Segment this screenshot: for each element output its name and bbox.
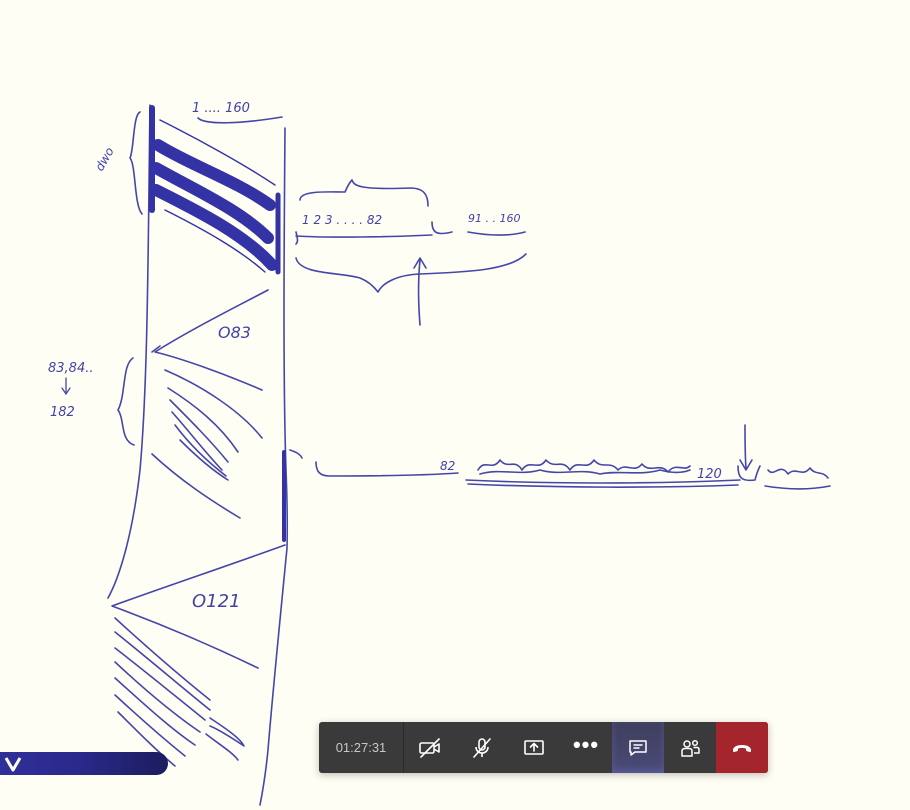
ink-stroke [295,253,527,293]
ink-stroke [114,617,211,701]
ink-stroke [129,111,143,215]
ink-stroke [431,221,453,235]
ink-stroke [111,544,286,669]
ink-stroke [295,234,433,238]
brand-logo-icon [4,756,22,771]
mic-off-icon [473,737,491,758]
ink-stroke [117,357,135,446]
thick-ink-stroke [150,162,274,244]
share-screen-icon [524,739,544,755]
ink-stroke [259,127,289,806]
hang-up-button[interactable] [716,722,768,773]
annotation-seq-a: 1 2 3 . . . . 82 [302,213,382,227]
ink-stroke [114,647,206,721]
ink-stroke [114,694,186,757]
camera-off-button[interactable] [404,722,456,773]
ink-stroke [167,387,239,453]
ink-stroke [197,116,283,124]
ink-stroke [467,231,526,236]
ink-stroke [174,424,227,477]
ink-stroke [114,661,201,733]
annotation-top-range: 1 .... 160 [192,101,250,116]
ink-stroke [289,449,303,459]
ink-stroke [171,411,223,471]
more-actions-button[interactable]: ••• [560,722,612,773]
ink-stroke [467,483,739,488]
ink-stroke [737,465,761,482]
ink-stroke [477,459,691,473]
thick-ink-stroke [159,119,276,186]
annotation-seq-b: 91 . . 160 [468,212,520,225]
phone-hangup-icon [733,744,751,752]
ink-stroke [479,469,691,475]
ink-stroke [465,479,741,484]
ink-stroke [61,377,71,396]
ink-stroke [117,711,176,767]
thick-ink-stroke [152,139,276,211]
thick-ink-stroke [164,209,266,273]
ink-stroke [413,257,427,269]
ink-stroke [767,467,829,479]
annotation-o121: O121 [192,591,241,612]
annotation-seq-d: 120 [697,467,722,482]
more-icon: ••• [572,731,600,757]
ink-stroke [417,259,421,326]
video-off-icon [419,737,440,758]
share-screen-button[interactable] [508,722,560,773]
ink-stroke [114,677,196,746]
ink-stroke [205,733,239,761]
ink-stroke [151,453,241,519]
ink-stroke [315,461,459,477]
call-timer: 01:27:31 [319,722,404,773]
chat-icon [629,739,647,756]
participants-button[interactable] [664,722,716,773]
mute-button[interactable] [456,722,508,773]
ink-stroke [179,439,229,481]
ink-stroke [744,424,747,469]
annotation-side-label: dwo [92,145,117,173]
ink-stroke [164,369,263,439]
ink-stroke [299,179,429,207]
annotation-o83: O83 [218,323,251,342]
ink-stroke [151,345,161,353]
annotation-left-a: 83,84.. [48,361,93,376]
thick-ink-stroke [150,184,278,271]
annotation-left-b: 182 [50,405,75,420]
chat-button[interactable] [612,722,664,773]
call-controls-bar: 01:27:31 ••• [319,722,768,773]
presenter-name-bar [0,752,168,775]
ink-stroke [107,104,151,599]
ink-stroke [114,631,211,711]
ink-stroke [764,485,831,490]
people-icon [681,739,700,757]
ink-stroke [209,717,245,747]
ink-stroke [739,459,753,471]
ink-stroke [295,231,299,245]
annotation-seq-c: 82 [440,459,455,473]
ink-stroke [169,399,229,463]
ink-stroke [154,289,269,391]
